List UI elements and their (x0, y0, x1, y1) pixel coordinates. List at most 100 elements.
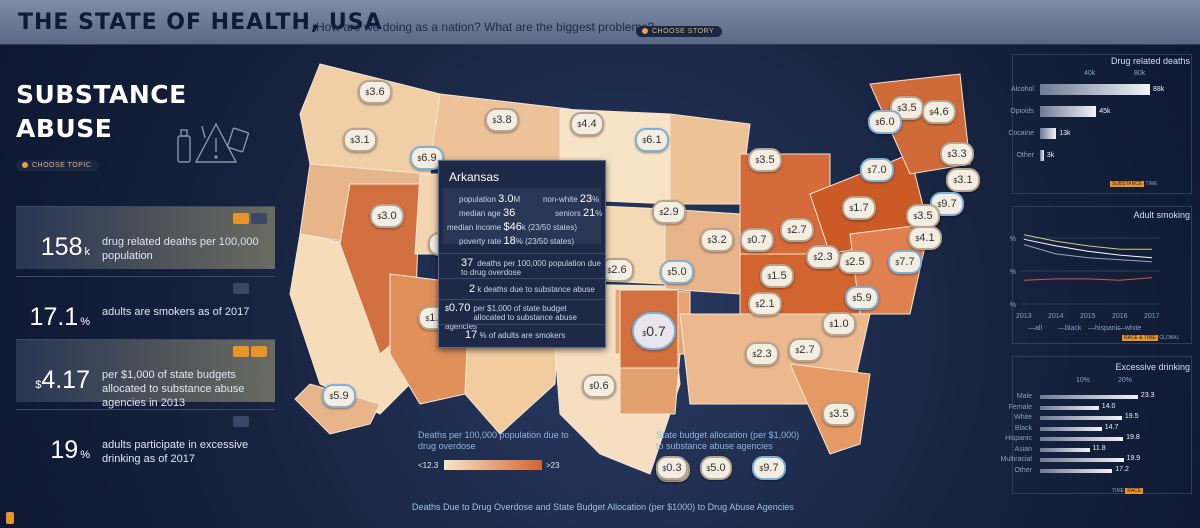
app-title: THE STATE OF HEALTH, USA (18, 10, 383, 35)
bar[interactable] (1040, 447, 1090, 452)
view-toggle[interactable] (231, 281, 269, 294)
state-budget-bubble[interactable]: $4.1 (908, 226, 942, 250)
stat-drinking[interactable]: 19% adults participate in excessive drin… (16, 409, 275, 472)
map-bottom-title: Deaths Due to Drug Overdose and State Bu… (412, 502, 794, 512)
state-budget-bubble[interactable]: $3.1 (946, 168, 980, 192)
stat-text: per $1,000 of state budgets allocated to… (102, 369, 245, 409)
state-budget-bubble[interactable]: $3.8 (485, 108, 519, 132)
stat-value: $4.17 (35, 366, 90, 394)
bar[interactable] (1040, 405, 1099, 410)
state-budget-bubble[interactable]: $2.1 (748, 292, 782, 316)
tab-race[interactable]: RACE (1125, 488, 1144, 494)
series-line[interactable] (1023, 238, 1153, 259)
alaska-region[interactable] (294, 383, 381, 435)
state-budget-bubble[interactable]: $5.9 (322, 384, 356, 408)
dot-icon (22, 162, 28, 169)
state-budget-bubble[interactable]: $0.7 (740, 228, 774, 252)
bar[interactable] (1040, 458, 1124, 462)
budget-legend-min: $0.3 (656, 456, 688, 480)
state-region[interactable] (669, 113, 751, 205)
state-budget-bubble[interactable]: $6.0 (868, 110, 902, 134)
state-budget-bubble[interactable]: $2.7 (788, 338, 822, 362)
stat-budget[interactable]: $4.17 per $1,000 of state budgets alloca… (16, 339, 275, 409)
map-view-icon[interactable] (233, 416, 249, 427)
bar-label: Other (1014, 466, 1032, 474)
tooltip-deaths-total: 2 k deaths due to substance abuse (469, 283, 595, 295)
bar[interactable] (1040, 395, 1138, 399)
section-title: SUBSTANCE ABUSE (16, 80, 187, 143)
bookmark-icon[interactable] (6, 512, 14, 524)
tooltip-divider (439, 324, 605, 325)
map-view-icon[interactable] (233, 213, 249, 224)
stat-text: adults are smokers as of 2017 (102, 306, 250, 318)
stat-smokers[interactable]: 17.1% adults are smokers as of 2017 (16, 276, 275, 339)
state-budget-bubble[interactable]: $1.5 (760, 264, 794, 288)
bar[interactable] (1040, 150, 1044, 161)
state-budget-bubble[interactable]: $7.0 (860, 158, 894, 182)
bar[interactable] (1040, 416, 1122, 420)
state-budget-bubble[interactable]: $1.0 (822, 312, 856, 336)
legend-item: —white (1118, 325, 1141, 332)
axis-tick-label: 40k (1084, 70, 1096, 77)
state-budget-bubble[interactable]: $3.5 (906, 204, 940, 228)
bar[interactable] (1040, 128, 1057, 139)
state-budget-bubble[interactable]: $3.6 (358, 80, 392, 104)
state-budget-bubble[interactable]: $3.2 (700, 228, 734, 252)
map-view-icon[interactable] (233, 346, 249, 357)
view-toggle[interactable] (231, 211, 269, 224)
state-budget-bubble[interactable]: $4.6 (922, 100, 956, 124)
state-budget-bubble[interactable]: $2.7 (780, 218, 814, 242)
state-budget-bubble[interactable]: $5.0 (660, 260, 694, 284)
arkansas-bubble[interactable]: $0.7 (632, 312, 676, 350)
bar[interactable] (1040, 84, 1150, 95)
chart-view-icon[interactable] (251, 213, 267, 224)
tab-time[interactable]: TIME (1112, 488, 1124, 494)
bar-value: 23.3 (1140, 392, 1155, 399)
series-line[interactable] (1023, 244, 1153, 263)
bar[interactable] (1040, 437, 1124, 441)
dollar-icon[interactable] (251, 346, 267, 357)
state-budget-bubble[interactable]: $2.3 (806, 245, 840, 269)
view-toggle[interactable] (231, 414, 269, 427)
state-budget-bubble[interactable]: $3.0 (370, 204, 404, 228)
state-budget-bubble[interactable]: $3.3 (940, 142, 974, 166)
state-budget-bubble[interactable]: $7.7 (888, 250, 922, 274)
tab-global[interactable]: GLOBAL (1159, 335, 1180, 341)
app-subtitle: How are we doing as a nation? What are t… (316, 20, 655, 34)
state-budget-bubble[interactable]: $5.9 (845, 286, 879, 310)
tooltip-median-age: median age 36 (459, 207, 516, 219)
drinking-chart-tabs[interactable]: TIME RACE (1112, 488, 1144, 494)
stat-value: 158 k (40, 233, 90, 261)
choose-story-button[interactable]: CHOOSE STORY (636, 26, 723, 37)
map-view-icon[interactable] (233, 283, 249, 294)
tab-substance[interactable]: SUBSTANCE (1110, 181, 1145, 187)
tab-time[interactable]: TIME (1145, 181, 1158, 187)
bar[interactable] (1040, 468, 1113, 473)
bar[interactable] (1040, 426, 1102, 431)
state-budget-bubble[interactable]: $3.5 (822, 402, 856, 426)
bar[interactable] (1040, 106, 1097, 117)
tooltip-poverty: poverty rate 18% (23/50 states) (459, 235, 575, 247)
state-budget-bubble[interactable]: $2.9 (652, 200, 686, 224)
state-budget-bubble[interactable]: $3.5 (748, 148, 782, 172)
budget-legend-mid: $5.0 (700, 456, 732, 480)
view-toggle[interactable] (231, 344, 269, 357)
state-budget-bubble[interactable]: $4.4 (570, 112, 604, 136)
tooltip-nonwhite: non-white 23% (543, 193, 600, 205)
state-budget-bubble[interactable]: $6.1 (635, 128, 669, 152)
series-line[interactable] (1023, 277, 1153, 281)
state-budget-bubble[interactable]: $0.6 (582, 374, 616, 398)
series-line[interactable] (1023, 234, 1152, 250)
bar-label: Other (1016, 152, 1034, 159)
state-budget-bubble[interactable]: $1.7 (842, 196, 876, 220)
state-budget-bubble[interactable]: $2.5 (838, 250, 872, 274)
choose-topic-button[interactable]: CHOOSE TOPIC (16, 160, 100, 171)
bar-value: 14.7 (1104, 423, 1119, 431)
drug-chart-tabs[interactable]: SUBSTANCE TIME (1110, 181, 1157, 187)
state-tooltip: Arkansas population 3.0M non-white 23% m… (438, 160, 606, 348)
state-budget-bubble[interactable]: $3.1 (343, 128, 377, 152)
state-budget-bubble[interactable]: $2.3 (745, 342, 779, 366)
smoking-chart-tabs[interactable]: RACE & TIME GLOBAL (1122, 335, 1179, 341)
stat-drug-deaths[interactable]: 158 k drug related deaths per 100,000 pop… (16, 206, 275, 269)
tab-race-time[interactable]: RACE & TIME (1122, 335, 1158, 341)
